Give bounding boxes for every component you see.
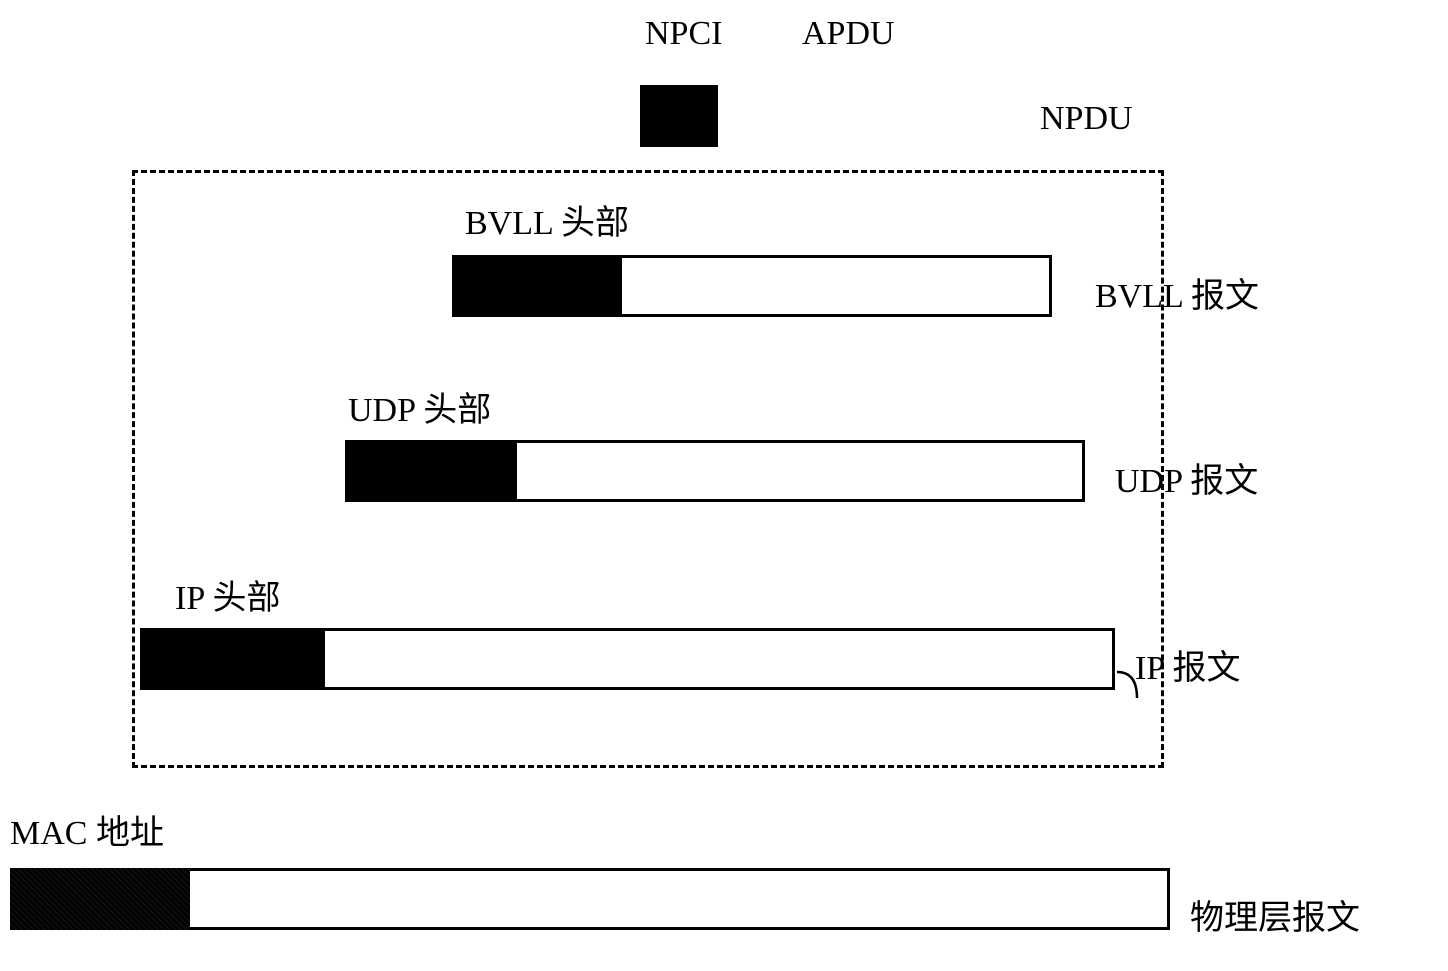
- ip-header-label: IP 头部: [175, 570, 280, 619]
- apdu-label: APDU: [802, 15, 895, 53]
- curve-decoration: [1115, 670, 1165, 720]
- udp-bar: [345, 440, 1085, 502]
- udp-header-label: UDP 头部: [348, 382, 491, 431]
- udp-msg-label: UDP 报文: [1115, 453, 1258, 502]
- phy-bar-header: [10, 868, 190, 930]
- diagram-container: NPCI APDU NPDU BVLL 头部 BVLL 报文 UDP 头部 UD…: [0, 0, 1448, 971]
- ip-bar-body: [325, 628, 1115, 690]
- udp-bar-header: [345, 440, 517, 502]
- phy-msg-label: 物理层报文: [1190, 890, 1360, 939]
- phy-bar-body: [190, 868, 1170, 930]
- udp-bar-body: [517, 440, 1085, 502]
- bvll-bar-body: [622, 255, 1052, 317]
- mac-addr-label: MAC 地址: [10, 805, 164, 854]
- bvll-header-label: BVLL 头部: [465, 195, 629, 244]
- npci-label: NPCI: [645, 15, 722, 53]
- ip-bar: [140, 628, 1115, 690]
- phy-bar: [10, 868, 1170, 930]
- bvll-bar: [452, 255, 1052, 317]
- bvll-bar-header: [452, 255, 622, 317]
- ip-bar-header: [140, 628, 325, 690]
- npdu-block: [640, 85, 718, 147]
- npdu-label: NPDU: [1040, 100, 1133, 138]
- bvll-msg-label: BVLL 报文: [1095, 268, 1259, 317]
